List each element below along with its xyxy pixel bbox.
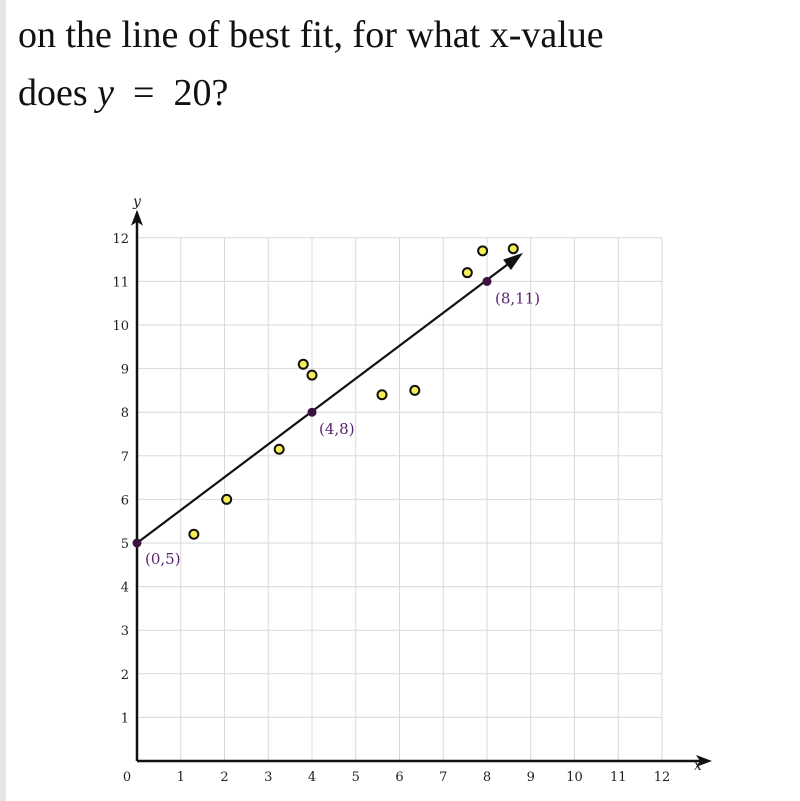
x-tick-label: 8 xyxy=(483,770,491,785)
y-tick-label: 7 xyxy=(121,450,129,465)
x-tick-label: 7 xyxy=(439,770,447,785)
labeled-point xyxy=(307,407,317,417)
x-tick-label: 11 xyxy=(610,770,627,785)
y-tick-label: 10 xyxy=(112,319,129,334)
question-prefix: does xyxy=(18,72,98,114)
point-label: (4,8) xyxy=(319,420,355,438)
y-tick-label: 3 xyxy=(121,624,129,639)
y-tick-label: 4 xyxy=(121,581,129,596)
scatter-point xyxy=(477,245,489,257)
best-fit-line xyxy=(136,254,521,544)
best-fit-line-arrow xyxy=(503,252,524,271)
scatter-point xyxy=(297,358,309,370)
labeled-point xyxy=(482,276,492,286)
x-tick-label: 9 xyxy=(527,770,535,785)
question-equals: = xyxy=(133,72,155,114)
question-variable: y xyxy=(97,72,115,114)
scatter-point xyxy=(507,243,519,255)
question-value: 20 xyxy=(173,72,212,114)
x-tick-label: 6 xyxy=(395,770,403,785)
x-tick-label: 10 xyxy=(566,770,583,785)
scatter-point xyxy=(306,369,318,381)
question-suffix: ? xyxy=(211,72,229,114)
question-line-1: on the line of best fit, for what x-valu… xyxy=(18,14,604,56)
point-label: (8,11) xyxy=(495,289,540,307)
question-text: on the line of best fit, for what x-valu… xyxy=(18,6,788,122)
x-tick-label: 4 xyxy=(308,770,316,785)
x-tick-label: 3 xyxy=(264,770,272,785)
x-tick-label: 2 xyxy=(220,770,228,785)
x-axis-arrow xyxy=(696,755,712,767)
y-tick-label: 2 xyxy=(121,668,129,683)
y-axis-label: y xyxy=(132,194,142,210)
labeled-point xyxy=(132,538,142,548)
question-line-2: does y = 20? xyxy=(18,64,788,122)
y-tick-label: 9 xyxy=(121,363,129,378)
scatter-point xyxy=(221,493,233,505)
y-tick-label: 6 xyxy=(121,493,129,508)
scatter-point xyxy=(376,389,388,401)
y-tick-label: 12 xyxy=(112,232,129,247)
y-tick-label: 8 xyxy=(121,406,129,421)
y-tick-label: 5 xyxy=(121,537,129,552)
scatter-point xyxy=(461,267,473,279)
point-label: (0,5) xyxy=(145,550,181,568)
left-border xyxy=(0,0,6,801)
x-axis-label: x xyxy=(694,758,702,774)
x-tick-label: 1 xyxy=(177,770,185,785)
y-axis-arrow xyxy=(131,209,143,226)
y-tick-label: 1 xyxy=(121,711,129,726)
x-tick-label: 0 xyxy=(123,770,131,785)
x-tick-label: 12 xyxy=(654,770,671,785)
scatter-point xyxy=(188,528,200,540)
scatter-point xyxy=(409,384,421,396)
x-tick-label: 5 xyxy=(352,770,360,785)
scatter-point xyxy=(273,443,285,455)
y-tick-label: 11 xyxy=(112,275,129,290)
